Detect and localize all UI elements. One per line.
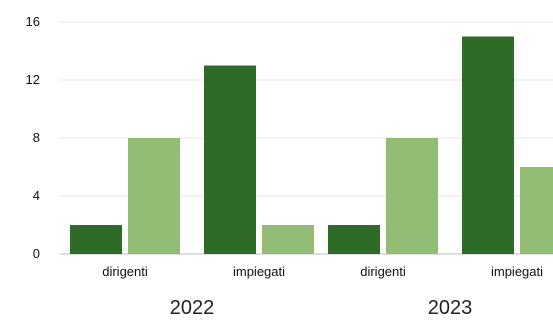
bar-2023-dirigenti-series-1 xyxy=(328,225,380,254)
category-label: dirigenti xyxy=(360,264,406,279)
bars xyxy=(70,36,553,254)
category-labels: dirigenti impiegati dirigenti impiegati xyxy=(102,264,543,279)
bar-2022-dirigenti-series-2 xyxy=(128,138,180,254)
bar-2022-dirigenti-series-1 xyxy=(70,225,122,254)
bar-2022-impiegati-series-2 xyxy=(262,225,314,254)
category-label: impiegati xyxy=(491,264,543,279)
bar-2023-impiegati-series-2 xyxy=(520,167,553,254)
y-tick-label: 12 xyxy=(26,72,40,87)
y-tick-label: 4 xyxy=(33,188,40,203)
group-label: 2022 xyxy=(170,297,215,319)
y-tick-label: 0 xyxy=(33,246,40,261)
bar-2022-impiegati-series-1 xyxy=(204,65,256,254)
y-tick-label: 16 xyxy=(26,14,40,29)
y-tick-label: 8 xyxy=(33,130,40,145)
bar-2023-impiegati-series-1 xyxy=(462,36,514,254)
y-axis-ticks: 0 4 8 12 16 xyxy=(26,14,40,261)
category-label: dirigenti xyxy=(102,264,148,279)
group-label: 2023 xyxy=(428,297,473,319)
group-labels: 2022 2023 xyxy=(170,297,473,319)
bar-2023-dirigenti-series-2 xyxy=(386,138,438,254)
category-label: impiegati xyxy=(233,264,285,279)
